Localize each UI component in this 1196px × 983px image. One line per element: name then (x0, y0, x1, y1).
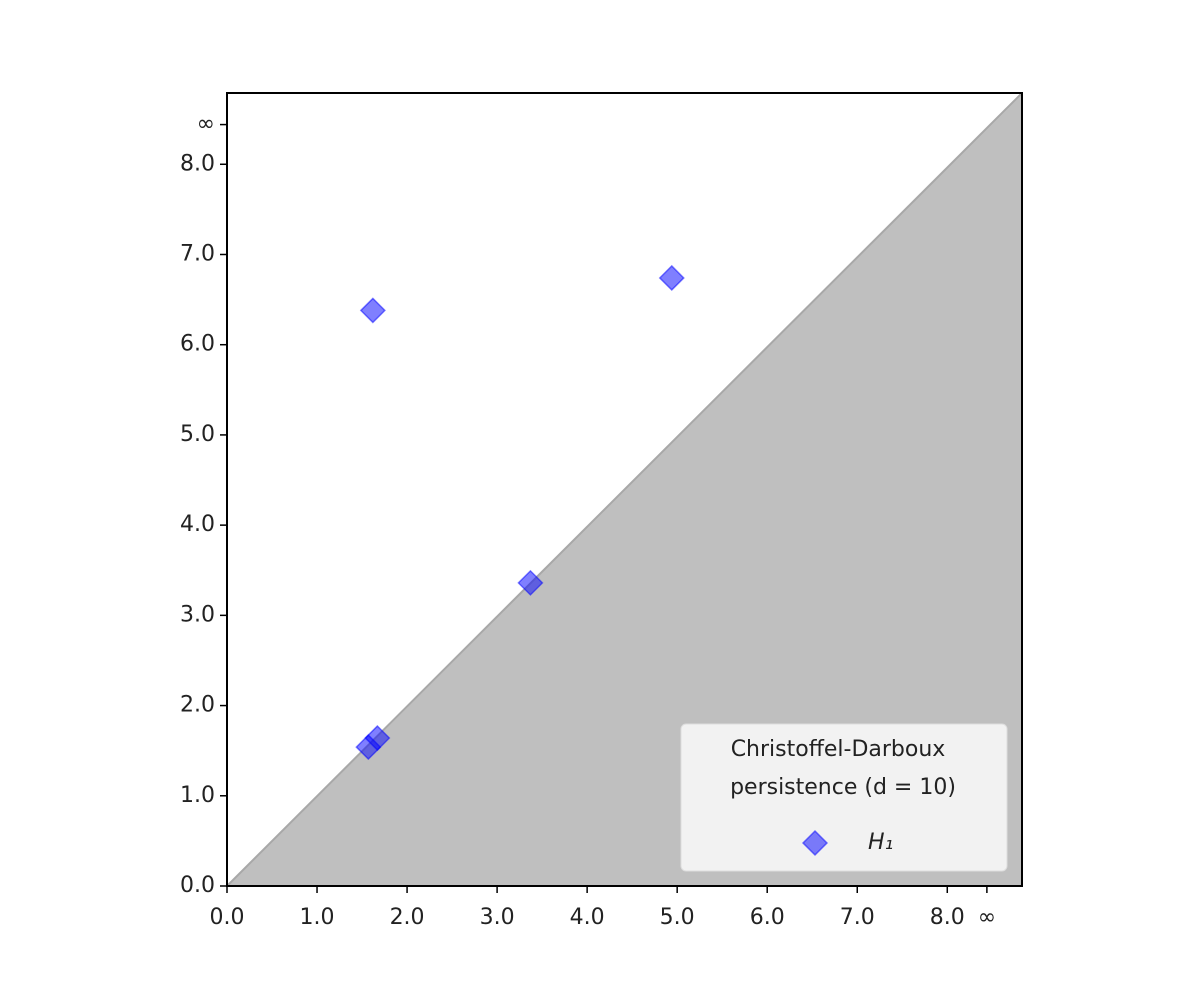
diagonal (226, 92, 1023, 887)
point (359, 297, 386, 324)
legend-title: Christoffel-Darboux (731, 737, 946, 762)
y-tick-label: 5.0 (180, 422, 215, 447)
x-tick-label: 6.0 (750, 905, 785, 930)
x-tick-label: 2.0 (390, 905, 425, 930)
y-tick-label: 1.0 (180, 783, 215, 808)
y-tick-label: 2.0 (180, 693, 215, 718)
y-tick-label: 6.0 (180, 332, 215, 357)
x-tick-label: 0.0 (210, 905, 245, 930)
plot-frame (226, 92, 1023, 887)
point (658, 264, 685, 292)
point (364, 724, 391, 752)
legend-box (680, 723, 1008, 872)
x-tick-label: ∞ (978, 905, 996, 930)
y-tick-label: 0.0 (180, 873, 215, 898)
x-tick-label: 7.0 (840, 905, 875, 930)
y-tick-label: 3.0 (180, 602, 215, 627)
legend: Christoffel-Darboux persistence (d = 10)… (680, 723, 1008, 872)
x-tick-label: 8.0 (930, 905, 965, 930)
x-tick-label: 4.0 (570, 905, 605, 930)
legend-marker (801, 829, 829, 857)
point (517, 569, 544, 596)
legend-label: H₁ (868, 830, 893, 855)
y-tick-label: 8.0 (180, 151, 215, 176)
x-tick-label: 1.0 (300, 905, 335, 930)
y-tick-label: 4.0 (180, 512, 215, 537)
legend-title: persistence (d = 10) (730, 775, 956, 800)
y-tick-label: 7.0 (180, 241, 215, 266)
y-tick-label: ∞ (197, 112, 215, 137)
x-tick-label: 5.0 (660, 905, 695, 930)
x-tick-label: 3.0 (480, 905, 515, 930)
